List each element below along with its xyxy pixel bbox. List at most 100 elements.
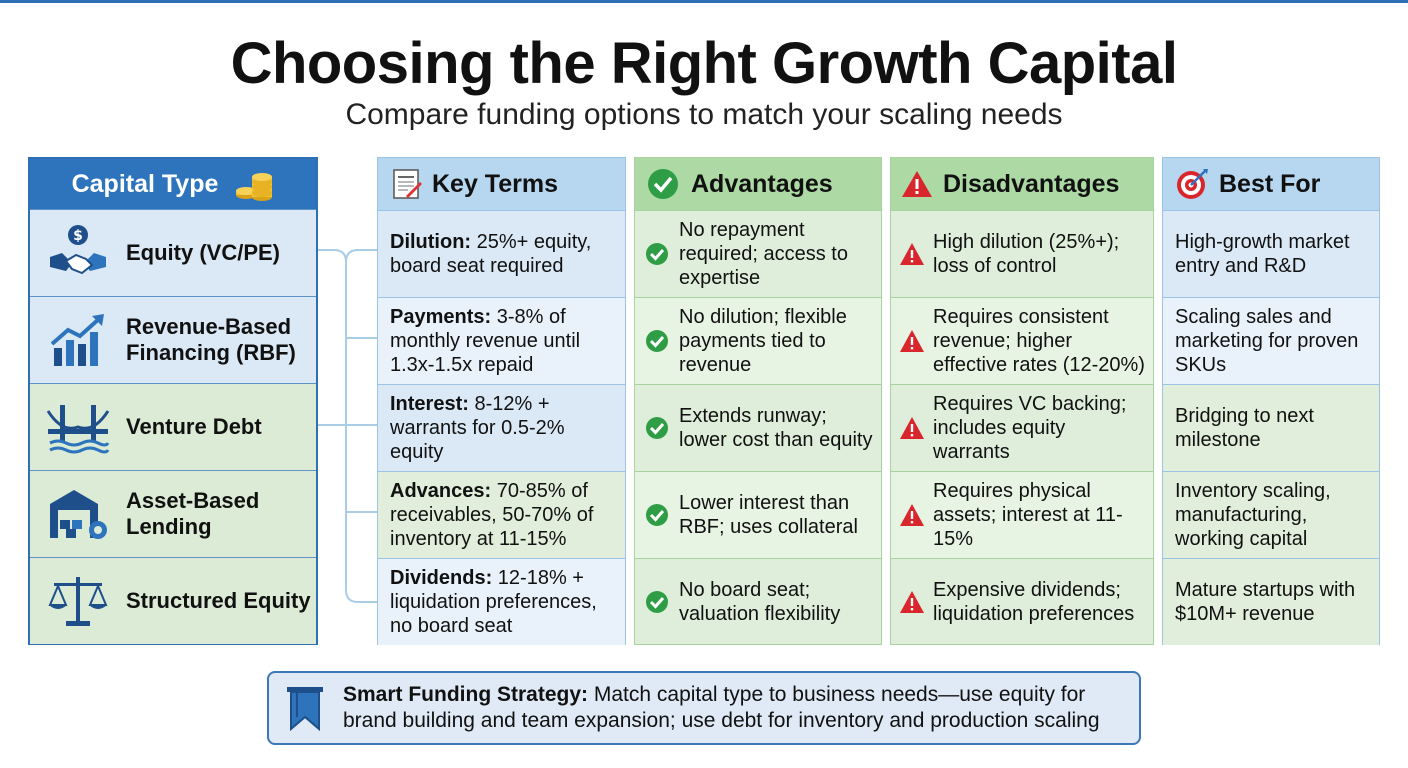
- best-for-cell: High-growth market entry and R&D: [1163, 210, 1379, 297]
- disadvantage-text: Requires consistent revenue; higher effe…: [933, 306, 1145, 376]
- strategy-text: Smart Funding Strategy: Match capital ty…: [343, 682, 1139, 734]
- advantage-cell: No dilution; flexible payments tied to r…: [635, 297, 881, 384]
- capital-type-label: Equity (VC/PE): [126, 240, 281, 265]
- best-for-cell: Inventory scaling, manufacturing, workin…: [1163, 471, 1379, 558]
- disadvantages-header-label: Disadvantages: [943, 169, 1120, 198]
- capital-type-header: Capital Type: [30, 159, 316, 209]
- advantages-header: Advantages: [635, 158, 881, 210]
- best-for-text: Inventory scaling, manufacturing, workin…: [1175, 480, 1331, 550]
- check-circle-icon: [646, 243, 668, 265]
- capital-type-label: Revenue-Based Financing (RBF): [126, 314, 296, 365]
- term-text: 70-85% of receivables, 50-70% of invento…: [390, 480, 594, 550]
- advantage-cell: No repayment required; access to experti…: [635, 210, 881, 297]
- warehouse-gear-icon: [50, 490, 107, 539]
- connector-lines: [318, 249, 380, 603]
- coins-stack-icon: [236, 173, 273, 201]
- strategy-callout: Smart Funding Strategy: Match capital ty…: [267, 671, 1141, 745]
- term-label: Interest:: [390, 393, 469, 415]
- disadvantage-text: Expensive dividends; liquidation prefere…: [933, 579, 1135, 625]
- key-terms-cell: Payments: 3-8% of monthly revenue until …: [378, 297, 625, 384]
- check-circle-icon: [646, 417, 668, 439]
- term-text: 3-8% of monthly revenue until 1.3x-1.5x …: [390, 306, 581, 376]
- best-for-cell: Mature startups with $10M+ revenue: [1163, 558, 1379, 645]
- warning-triangle-icon: [900, 330, 924, 352]
- bookmark-ribbon-icon: [287, 687, 323, 731]
- disadvantage-text: High dilution (25%+); loss of control: [933, 231, 1120, 277]
- disadvantage-text: Requires VC backing; includes equity war…: [933, 393, 1127, 463]
- warning-triangle-icon: [900, 417, 924, 439]
- key-terms-header: Key Terms: [378, 158, 625, 210]
- advantage-text: Lower interest than RBF; uses collateral: [679, 492, 858, 538]
- disadvantage-cell: Expensive dividends; liquidation prefere…: [891, 558, 1153, 645]
- key-terms-cell: Dividends: 12-18% + liquidation preferen…: [378, 558, 625, 645]
- disadvantages-column: Disadvantages High dilution (25%+); loss…: [890, 157, 1154, 645]
- best-for-text: Mature startups with $10M+ revenue: [1175, 579, 1356, 625]
- term-text: 25%+ equity, board seat required: [390, 231, 592, 277]
- term-text: 8-12% + warrants for 0.5-2% equity: [390, 393, 565, 463]
- check-circle-icon: [646, 591, 668, 613]
- disadvantage-cell: Requires consistent revenue; higher effe…: [891, 297, 1153, 384]
- term-label: Dilution:: [390, 231, 472, 253]
- advantage-cell: No board seat; valuation flexibility: [635, 558, 881, 645]
- term-text: 12-18% + liquidation preferences, no boa…: [390, 567, 597, 637]
- growth-chart-icon: [50, 314, 104, 366]
- advantages-header-label: Advantages: [691, 169, 833, 198]
- key-terms-cell: Dilution: 25%+ equity, board seat requir…: [378, 210, 625, 297]
- key-terms-header-label: Key Terms: [432, 169, 558, 198]
- capital-type-column: Capital Type $ Equity (VC/PE) Revenue-Ba…: [28, 157, 318, 645]
- capital-type-row: Venture Debt: [30, 383, 316, 470]
- disadvantage-text: Requires physical assets; interest at 11…: [933, 480, 1123, 550]
- capital-type-row: Asset-Based Lending: [30, 470, 316, 557]
- contract-document-icon: [393, 169, 422, 199]
- capital-type-row: Structured Equity: [30, 557, 316, 644]
- strategy-body: Match capital type to business needs—use…: [343, 683, 1100, 732]
- key-terms-cell: Interest: 8-12% + warrants for 0.5-2% eq…: [378, 384, 625, 471]
- best-for-header: Best For: [1163, 158, 1379, 210]
- best-for-cell: Scaling sales and marketing for proven S…: [1163, 297, 1379, 384]
- warning-triangle-icon: [900, 243, 924, 265]
- handshake-dollar-icon: $: [50, 225, 106, 275]
- disadvantage-cell: High dilution (25%+); loss of control: [891, 210, 1153, 297]
- svg-text:$: $: [73, 228, 83, 244]
- best-for-text: Scaling sales and marketing for proven S…: [1175, 306, 1359, 376]
- check-circle-icon: [646, 330, 668, 352]
- advantages-column: Advantages No repayment required; access…: [634, 157, 882, 645]
- bridge-icon: [46, 405, 110, 454]
- best-for-text: Bridging to next milestone: [1175, 405, 1314, 451]
- strategy-label: Smart Funding Strategy:: [343, 683, 589, 706]
- term-label: Payments:: [390, 306, 492, 328]
- page-subtitle: Compare funding options to match your sc…: [345, 98, 1063, 131]
- advantage-cell: Lower interest than RBF; uses collateral: [635, 471, 881, 558]
- disadvantages-header: Disadvantages: [891, 158, 1153, 210]
- key-terms-cell: Advances: 70-85% of receivables, 50-70% …: [378, 471, 625, 558]
- page-title: Choosing the Right Growth Capital: [230, 31, 1178, 96]
- capital-type-label: Venture Debt: [126, 414, 262, 439]
- warning-triangle-icon: [902, 171, 932, 197]
- top-accent-line: [0, 0, 1408, 3]
- balance-scale-icon: [48, 577, 108, 626]
- capital-type-row: Revenue-Based Financing (RBF): [30, 296, 316, 383]
- warning-triangle-icon: [900, 591, 924, 613]
- capital-type-row: $ Equity (VC/PE): [30, 209, 316, 296]
- disadvantage-cell: Requires VC backing; includes equity war…: [891, 384, 1153, 471]
- check-circle-icon: [648, 169, 678, 199]
- warning-triangle-icon: [900, 504, 924, 526]
- advantage-cell: Extends runway; lower cost than equity: [635, 384, 881, 471]
- capital-type-label: Asset-Based Lending: [126, 488, 260, 539]
- advantage-text: No dilution; flexible payments tied to r…: [679, 306, 847, 376]
- capital-type-header-label: Capital Type: [71, 169, 219, 198]
- key-terms-column: Key Terms Dilution: 25%+ equity, board s…: [377, 157, 626, 645]
- term-label: Dividends:: [390, 567, 493, 589]
- best-for-text: High-growth market entry and R&D: [1175, 231, 1350, 277]
- best-for-header-label: Best For: [1219, 169, 1321, 198]
- advantage-text: No board seat; valuation flexibility: [679, 579, 841, 625]
- term-label: Advances:: [390, 480, 492, 502]
- target-icon: [1177, 169, 1208, 199]
- check-circle-icon: [646, 504, 668, 526]
- advantage-text: No repayment required; access to experti…: [679, 219, 848, 289]
- capital-type-label: Structured Equity: [126, 588, 311, 613]
- best-for-column: Best For High-growth market entry and R&…: [1162, 157, 1380, 645]
- disadvantage-cell: Requires physical assets; interest at 11…: [891, 471, 1153, 558]
- advantage-text: Extends runway; lower cost than equity: [679, 405, 873, 451]
- best-for-cell: Bridging to next milestone: [1163, 384, 1379, 471]
